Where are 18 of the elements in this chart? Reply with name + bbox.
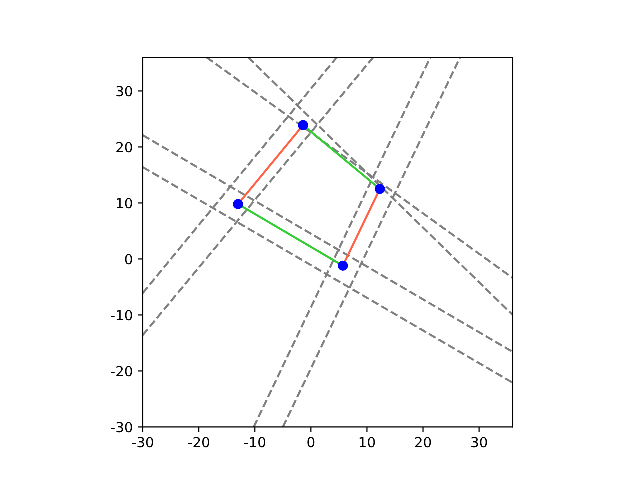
x-tick-label: 0 xyxy=(308,437,315,448)
y-tick-label: 20 xyxy=(116,142,132,153)
x-tick-label: -10 xyxy=(244,437,266,448)
x-tick-label: 20 xyxy=(415,437,432,448)
x-tick-label: -30 xyxy=(132,437,154,448)
x-tick-label: 10 xyxy=(360,437,376,448)
y-tick-label: -30 xyxy=(111,422,132,433)
y-tick-label: 30 xyxy=(116,86,132,97)
y-tick-label: 0 xyxy=(125,254,132,265)
point xyxy=(375,184,386,194)
x-tick-label: 30 xyxy=(472,437,488,448)
point xyxy=(233,199,244,210)
y-tick-label: 10 xyxy=(117,198,132,209)
point xyxy=(338,260,348,272)
y-tick-label: -20 xyxy=(111,366,132,377)
y-tick-label: -10 xyxy=(111,310,132,321)
point xyxy=(298,120,308,130)
x-tick-label: -20 xyxy=(188,437,210,448)
